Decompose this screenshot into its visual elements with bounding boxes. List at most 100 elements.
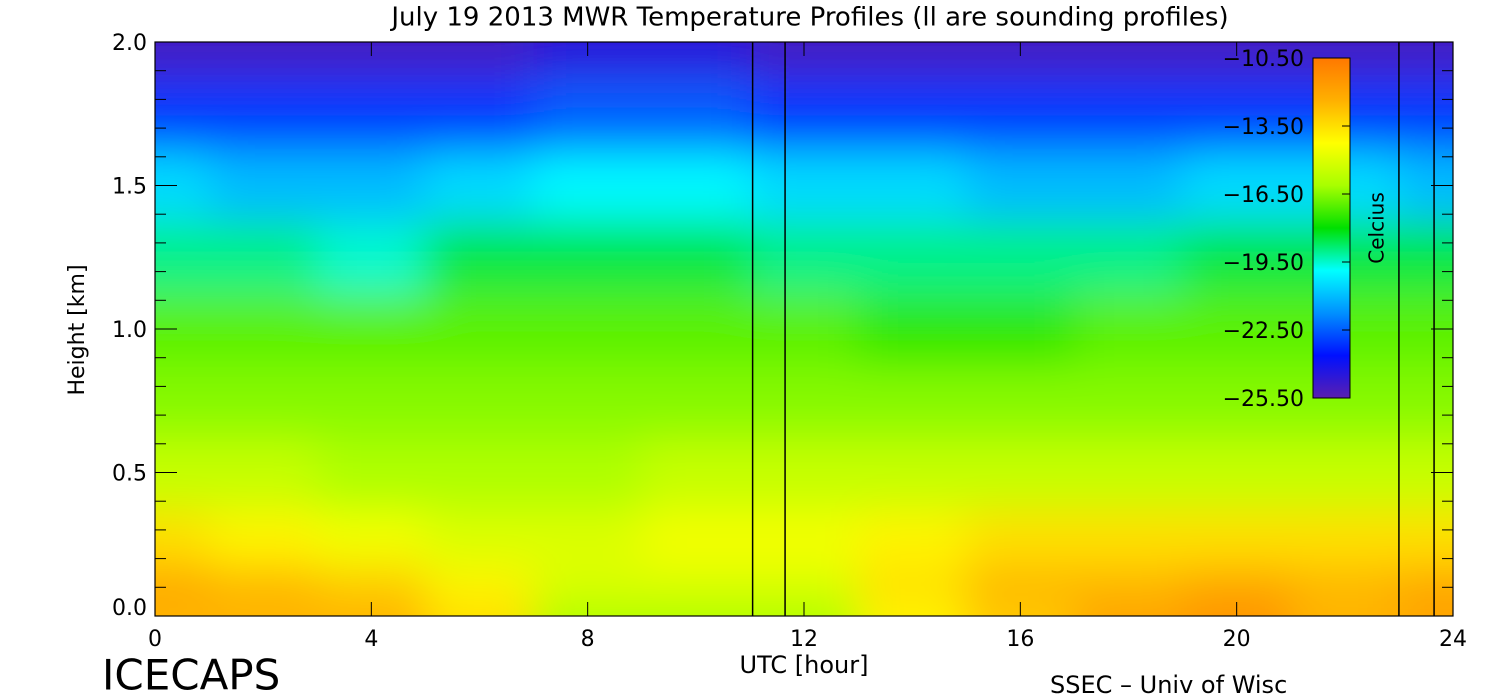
heat-cell [1290,436,1400,509]
heat-cell [533,77,643,151]
heat-cell [641,42,751,79]
heat-cell [749,221,859,294]
heat-cell [641,149,751,222]
heat-cell [641,601,751,616]
heat-cell [155,364,210,438]
heat-cell [209,149,318,222]
colorbar-tick-label: −10.50 [1223,47,1304,72]
heat-cell [425,436,535,509]
heat-cell [1290,565,1400,603]
heat-cell [1398,77,1453,151]
heat-cell [749,508,859,567]
heat-cell [966,565,1075,603]
heat-cell [641,77,751,151]
heat-cell [425,364,535,438]
heat-cell [1074,601,1184,616]
heat-cell [1074,221,1184,294]
heat-cell [317,149,426,222]
heat-cell [425,149,535,222]
heat-cell [155,221,210,294]
heat-cell [425,221,535,294]
heat-cell [858,221,967,294]
heat-cell [533,221,643,294]
heat-cell [1074,364,1184,438]
heat-cell [1074,508,1184,567]
heat-cell [209,565,318,603]
x-tick-label: 0 [148,627,162,652]
heat-cell [641,364,751,438]
y-tick-label: 0.0 [112,596,147,621]
heat-cell [749,77,859,151]
heat-cell [858,436,967,509]
y-tick-label: 0.5 [112,462,147,487]
heat-cell [641,508,751,567]
heat-cell [1074,149,1184,222]
heat-cell [209,42,318,79]
heat-cell [1290,601,1400,616]
heat-cell [533,565,643,603]
heat-cell [1182,77,1292,151]
heat-cell [641,221,751,294]
y-axis-label: Height [km] [65,264,90,395]
heat-cell [1182,436,1292,509]
heat-cell [1182,508,1292,567]
heat-cell [1074,436,1184,509]
heat-cell [1074,565,1184,603]
heat-cell [155,77,210,151]
heat-cell [425,293,535,366]
heat-cell [966,149,1075,222]
y-tick-label: 2.0 [112,31,147,56]
heat-cell [1074,77,1184,151]
heat-cell [749,565,859,603]
heat-cell [317,77,426,151]
heat-cell [209,293,318,366]
y-tick-label: 1.0 [112,318,147,343]
heat-cell [155,601,210,616]
heat-cell [425,565,535,603]
colorbar-tick-label: −13.50 [1223,115,1304,140]
heat-cell [533,508,643,567]
heat-cell [1182,293,1292,366]
heat-cell [966,77,1075,151]
heat-cell [425,601,535,616]
colorbar-label: Celcius [1365,192,1389,263]
heat-cell [317,436,426,509]
heat-cell [209,601,318,616]
brand-left: ICECAPS [102,651,280,700]
heat-cell [1398,42,1453,79]
colorbar-tick-label: −22.50 [1223,319,1304,344]
heat-cell [749,364,859,438]
heat-cell [155,42,210,79]
heat-cell [1182,149,1292,222]
heat-cell [209,436,318,509]
heat-cell [1074,293,1184,366]
colorbar [1312,57,1351,399]
heat-cell [858,565,967,603]
x-axis-label: UTC [hour] [740,651,869,679]
heat-cell [1182,364,1292,438]
brand-right: SSEC – Univ of Wisc [1050,671,1287,699]
heat-cell [425,508,535,567]
x-tick-label: 4 [364,627,378,652]
heat-cell [1074,42,1184,79]
heat-cell [1398,601,1453,616]
heat-cell [1398,364,1453,438]
heat-cell [1398,508,1453,567]
heat-cell [966,221,1075,294]
heat-cell [155,565,210,603]
heat-cell [858,364,967,438]
heat-cell [1182,565,1292,603]
heat-cell [533,364,643,438]
heat-cell [858,293,967,366]
heat-cell [858,508,967,567]
heat-cell [641,293,751,366]
heat-cell [317,364,426,438]
heat-cell [966,364,1075,438]
heat-cell [641,565,751,603]
colorbar-tick-label: −19.50 [1223,251,1304,276]
heat-cell [533,149,643,222]
heat-cell [317,293,426,366]
heat-cell [317,221,426,294]
colorbar-tick-label: −16.50 [1223,183,1304,208]
